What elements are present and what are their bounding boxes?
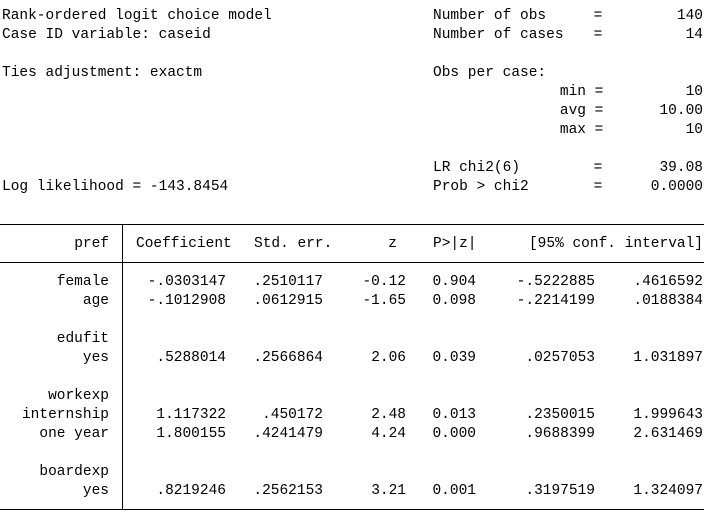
cell: 1.999643: [633, 407, 703, 423]
column-header: Coefficient: [136, 236, 232, 252]
cell: 3.21: [371, 483, 406, 499]
column-header: [95% conf. interval]: [529, 236, 703, 252]
stat-eq: =: [595, 84, 604, 100]
stat-eq: =: [594, 27, 603, 43]
cell: 0.098: [432, 293, 476, 309]
header-text: Ties adjustment: exactm: [2, 65, 202, 81]
row-label: boardexp: [39, 464, 109, 480]
row-label: yes: [83, 483, 109, 499]
stat-eq: =: [594, 179, 603, 195]
cell: 2.631469: [633, 426, 703, 442]
cell: -.5222885: [517, 274, 595, 290]
cell: .8219246: [156, 483, 226, 499]
cell: 4.24: [371, 426, 406, 442]
stat-value: 10.00: [659, 103, 703, 119]
stat-value: 10: [686, 84, 703, 100]
row-label: yes: [83, 350, 109, 366]
cell: 0.001: [432, 483, 476, 499]
stat-label: Prob > chi2: [433, 179, 529, 195]
stat-label: avg: [560, 103, 586, 119]
stat-value: 39.08: [659, 160, 703, 176]
cell: .2510117: [253, 274, 323, 290]
stat-label: Obs per case:: [433, 65, 546, 81]
cell: .5288014: [156, 350, 226, 366]
cell: 0.013: [432, 407, 476, 423]
column-header: Std. err.: [254, 236, 332, 252]
cell: 2.06: [371, 350, 406, 366]
cell: -.2214199: [517, 293, 595, 309]
cell: .4616592: [633, 274, 703, 290]
cell: .2350015: [525, 407, 595, 423]
cell: .9688399: [525, 426, 595, 442]
cell: -1.65: [362, 293, 406, 309]
cell: 1.324097: [633, 483, 703, 499]
stat-value: 14: [686, 27, 703, 43]
header-text: Case ID variable: caseid: [2, 27, 211, 43]
stat-eq: =: [595, 103, 604, 119]
row-label: workexp: [48, 388, 109, 404]
stat-value: 140: [677, 8, 703, 24]
stat-eq: =: [594, 160, 603, 176]
row-label: female: [57, 274, 109, 290]
cell: .450172: [262, 407, 323, 423]
cell: 0.000: [432, 426, 476, 442]
row-label: edufit: [57, 331, 109, 347]
cell: .0257053: [525, 350, 595, 366]
cell: .3197519: [525, 483, 595, 499]
cell: .2566864: [253, 350, 323, 366]
cell: 1.800155: [156, 426, 226, 442]
cell: 0.904: [432, 274, 476, 290]
column-header: P>|z|: [433, 236, 477, 252]
row-label: internship: [22, 407, 109, 423]
header-text: Log likelihood = -143.8454: [2, 179, 228, 195]
stat-label: max: [560, 122, 586, 138]
header-text: Rank-ordered logit choice model: [2, 8, 272, 24]
stat-eq: =: [594, 8, 603, 24]
column-header: pref: [74, 236, 109, 252]
cell: 2.48: [371, 407, 406, 423]
cell: .2562153: [253, 483, 323, 499]
stat-label: min: [560, 84, 586, 100]
stat-eq: =: [595, 122, 604, 138]
cell: -.0303147: [148, 274, 226, 290]
cell: .0188384: [633, 293, 703, 309]
stat-value: 10: [686, 122, 703, 138]
cell: 1.031897: [633, 350, 703, 366]
cell: 1.117322: [156, 407, 226, 423]
row-label: age: [83, 293, 109, 309]
row-label: one year: [39, 426, 109, 442]
cell: -.1012908: [148, 293, 226, 309]
stat-value: 0.0000: [651, 179, 703, 195]
stat-label: Number of obs: [433, 8, 546, 24]
column-header: z: [388, 236, 397, 252]
cell: -0.12: [362, 274, 406, 290]
cell: 0.039: [432, 350, 476, 366]
stat-label: Number of cases: [433, 27, 564, 43]
stat-label: LR chi2(6): [433, 160, 520, 176]
cell: .4241479: [253, 426, 323, 442]
cell: .0612915: [253, 293, 323, 309]
